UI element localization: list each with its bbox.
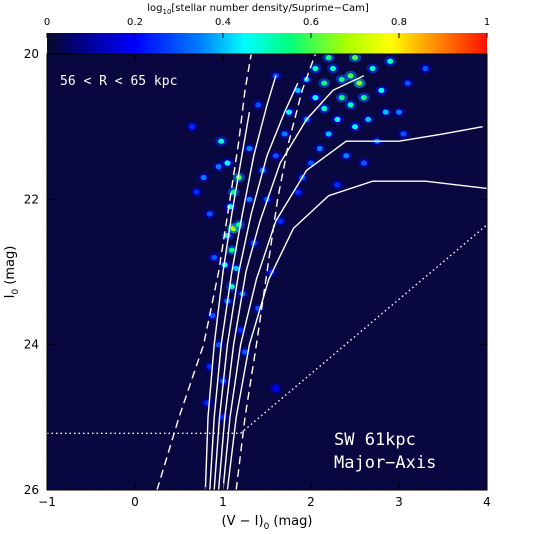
- density-cell: [321, 80, 328, 86]
- y-tick-label: 22: [24, 192, 39, 206]
- density-cell: [272, 385, 279, 391]
- isochrone-track: [209, 75, 277, 490]
- colorbar-ticks: 0 0.2 0.4 0.6 0.8 1: [44, 17, 490, 38]
- isochrone-tracks: [47, 54, 487, 490]
- density-cell: [215, 164, 222, 170]
- density-cell: [246, 196, 253, 202]
- density-cell: [396, 109, 402, 115]
- density-cell: [382, 109, 389, 115]
- density-cell: [347, 73, 354, 79]
- density-cell: [246, 145, 253, 152]
- density-cell: [365, 116, 372, 122]
- density-cell: [343, 153, 350, 159]
- density-cell: [321, 105, 328, 112]
- density-cell: [215, 342, 222, 348]
- isochrone-track: [226, 180, 487, 490]
- density-cell: [255, 102, 262, 108]
- isochrone-track: [217, 75, 365, 490]
- density-cell: [312, 95, 319, 101]
- radius-range-label: 56 < R < 65 kpc: [60, 74, 177, 89]
- isochrone-track: [213, 82, 299, 490]
- x-axis-ticks: −1 0 1 2 3 4: [38, 54, 491, 509]
- colorbar-tick-label: 0.4: [215, 17, 231, 28]
- density-cell: [277, 218, 284, 224]
- density-cell: [334, 116, 341, 122]
- density-cell: [294, 189, 301, 195]
- density-cell: [224, 233, 231, 239]
- y-tick-label: 20: [24, 47, 39, 61]
- density-cell: [378, 87, 385, 93]
- density-cell: [338, 95, 345, 101]
- x-tick-label: 0: [131, 495, 139, 509]
- density-cell: [228, 247, 235, 253]
- colorbar-tick-label: 0.2: [127, 17, 143, 28]
- density-cell: [237, 327, 244, 333]
- density-cell: [294, 87, 301, 93]
- density-map: [186, 54, 432, 423]
- isochrone-track: [204, 111, 251, 490]
- density-cell: [347, 102, 354, 108]
- density-cell: [387, 58, 394, 64]
- density-cell: [218, 138, 225, 144]
- x-tick-label: −1: [38, 495, 56, 509]
- colorbar-title: log10[stellar number density/Suprime−Cam…: [147, 3, 369, 16]
- plot-frame: [46, 53, 488, 491]
- density-cell: [242, 349, 248, 355]
- colorbar-gradient: [47, 33, 487, 54]
- isochrone-dashed-right: [235, 54, 317, 490]
- field-label: SW 61kpc: [334, 430, 416, 450]
- density-cell: [360, 95, 367, 101]
- density-cell: [272, 153, 279, 159]
- density-cell: [330, 65, 336, 72]
- density-cell: [356, 80, 363, 86]
- colorbar: 0 0.2 0.4 0.6 0.8 1 log10[stellar number dens…: [44, 3, 490, 54]
- y-tick-label: 24: [24, 338, 39, 352]
- density-cell: [312, 65, 319, 72]
- density-cell: [360, 160, 367, 166]
- isochrone-track: [222, 126, 483, 490]
- isochrone-dashed-left: [156, 54, 252, 490]
- colorbar-tick-label: 1: [484, 17, 490, 28]
- density-cell: [338, 76, 345, 83]
- density-cell: [200, 174, 207, 181]
- density-cell: [422, 65, 429, 72]
- density-cell: [369, 65, 376, 72]
- colorbar-tick-label: 0.8: [391, 17, 407, 28]
- y-axis-ticks: 20 22 24 26: [24, 47, 487, 497]
- density-cell: [189, 124, 196, 130]
- x-tick-label: 4: [483, 495, 491, 509]
- density-cell: [352, 55, 358, 61]
- density-cell: [400, 131, 407, 137]
- y-axis-title: I0 (mag): [3, 246, 21, 299]
- density-cell: [334, 182, 341, 188]
- x-axis-title: (V − I)0 (mag): [222, 514, 313, 532]
- density-cell: [206, 363, 213, 370]
- density-cell: [286, 109, 292, 115]
- y-tick-label: 26: [24, 483, 39, 497]
- x-tick-label: 3: [395, 495, 403, 509]
- density-cell: [281, 131, 288, 137]
- x-tick-label: 2: [307, 495, 315, 509]
- density-cell: [352, 124, 358, 130]
- x-tick-label: 1: [219, 495, 227, 509]
- density-cell: [211, 254, 218, 261]
- density-cell: [193, 189, 200, 195]
- density-cell: [206, 211, 213, 217]
- density-cell: [325, 131, 332, 137]
- axis-direction-label: Major−Axis: [334, 453, 436, 473]
- colorbar-tick-label: 0: [44, 17, 50, 28]
- density-cell: [224, 160, 231, 166]
- density-cell: [308, 160, 314, 166]
- density-cell: [325, 55, 332, 61]
- density-cell: [209, 313, 216, 319]
- density-cell: [404, 80, 411, 86]
- density-cell: [316, 145, 323, 152]
- density-cell: [233, 265, 240, 271]
- colorbar-tick-label: 0.6: [303, 17, 319, 28]
